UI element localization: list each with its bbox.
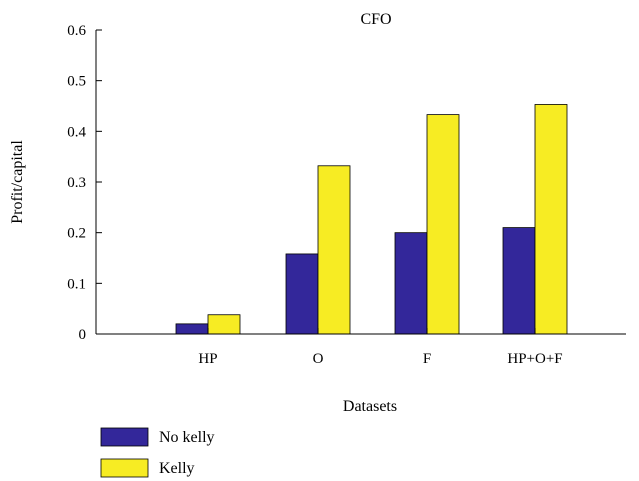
x-tick-label: F (423, 351, 431, 367)
bar-kelly-hp (207, 314, 241, 335)
bars-group (175, 104, 568, 335)
y-axis-title: Profit/capital (9, 140, 26, 224)
x-ticks-group: HP O F HP+O+F (198, 328, 563, 367)
y-tick-label: 0 (79, 327, 87, 343)
y-tick-label: 0.3 (67, 175, 86, 191)
y-tick-label: 0.6 (67, 23, 86, 39)
bar-kelly-o (317, 165, 351, 335)
bar-no-kelly-f (394, 232, 428, 335)
x-tick-label: HP (198, 351, 217, 367)
legend-label: No kelly (159, 429, 215, 446)
chart-title: CFO (360, 11, 391, 28)
legend: No kelly Kelly (100, 427, 215, 478)
legend-label: Kelly (159, 460, 195, 477)
bar-no-kelly-hp (175, 323, 209, 335)
x-tick-label: HP+O+F (507, 351, 562, 367)
y-tick-label: 0.2 (67, 226, 86, 242)
bar-kelly-hp-o-f (534, 104, 568, 335)
y-tick-label: 0.4 (67, 124, 86, 140)
legend-swatch (100, 427, 149, 447)
legend-swatch (100, 458, 149, 478)
bar-no-kelly-o (285, 253, 319, 335)
bar-kelly-f (426, 114, 460, 335)
y-tick-label: 0.5 (67, 74, 86, 90)
x-tick-label: O (313, 351, 324, 367)
y-tick-label: 0.1 (67, 276, 86, 292)
bar-no-kelly-hp-o-f (502, 227, 536, 335)
y-ticks-group: 0 0.1 0.2 0.3 0.4 0.5 0.6 (67, 23, 102, 343)
x-axis-title: Datasets (343, 398, 397, 415)
